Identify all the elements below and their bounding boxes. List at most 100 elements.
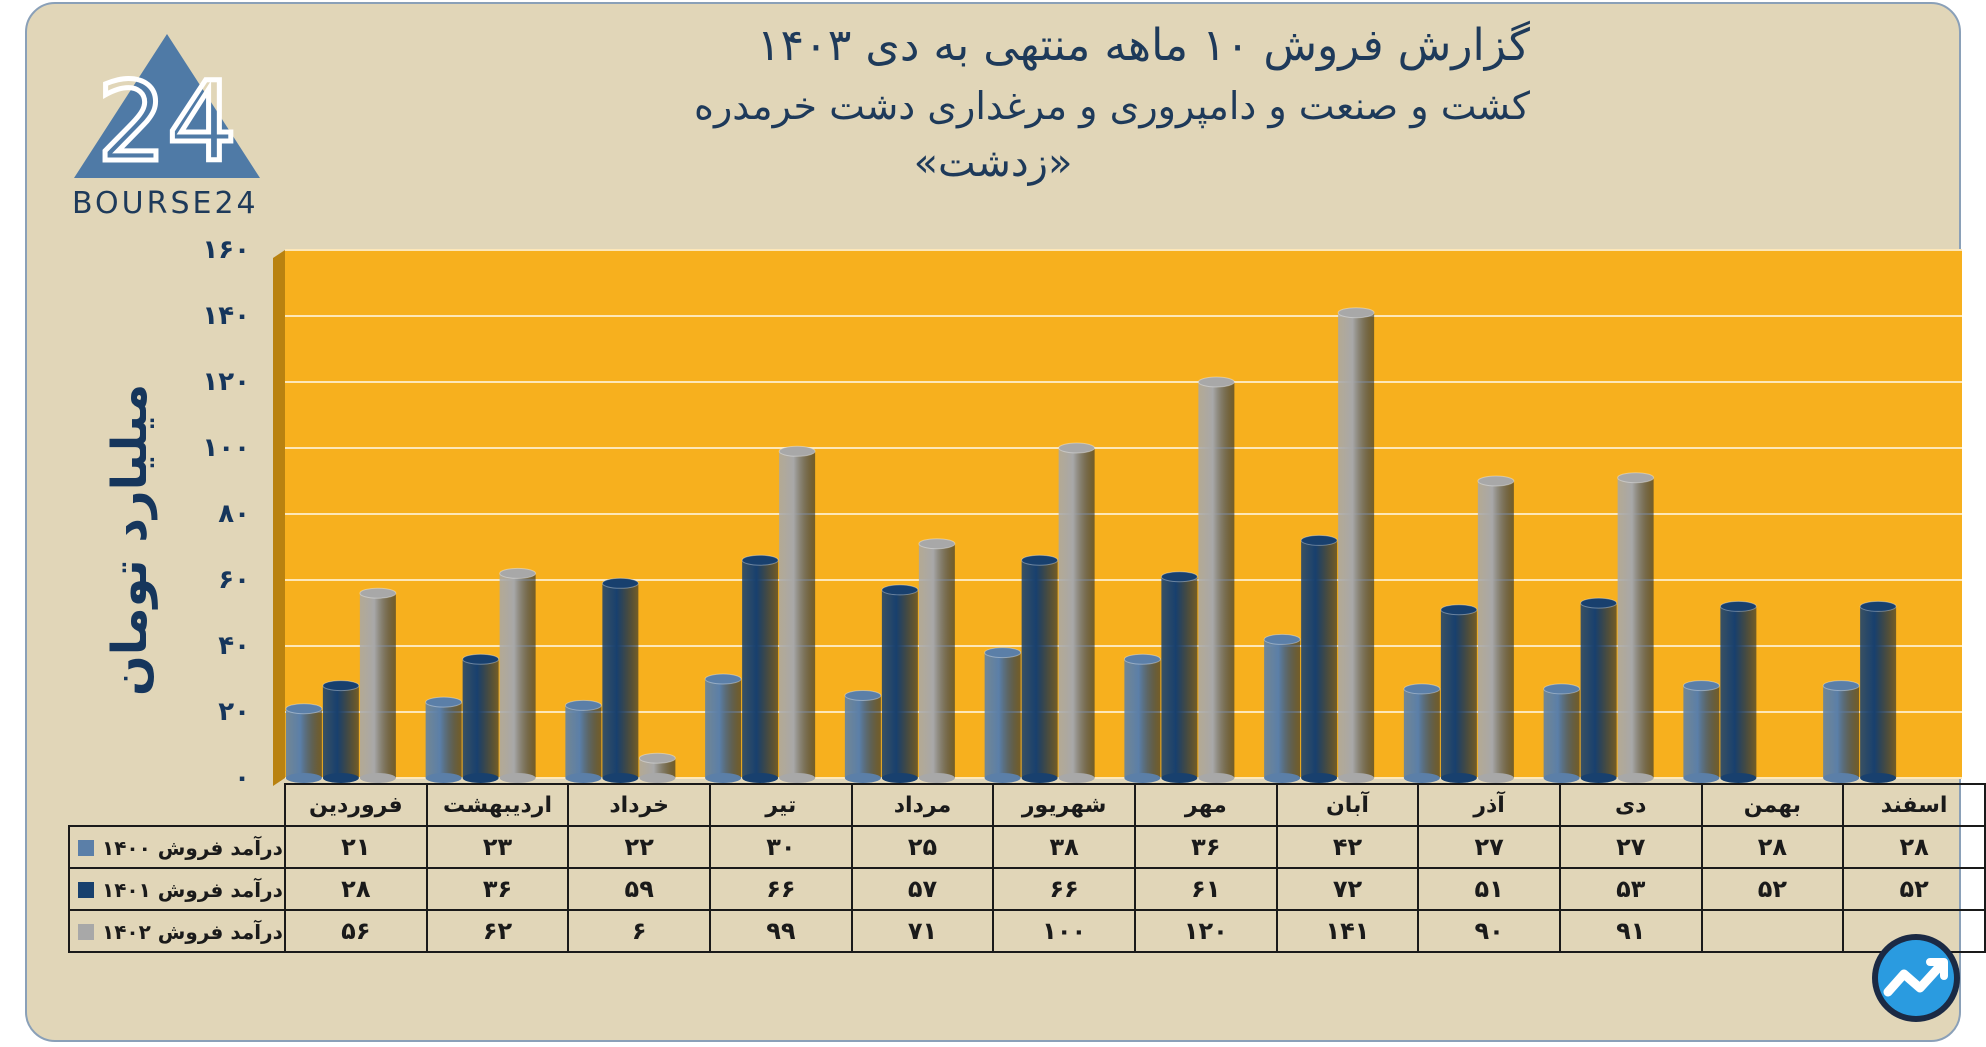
bar xyxy=(1440,604,1478,783)
y-tick-label: ۶۰ xyxy=(218,565,250,595)
legend-entry: درآمد فروش ۱۴۰۱ xyxy=(68,867,286,911)
trend-arrow-icon xyxy=(1872,934,1960,1022)
bar xyxy=(1021,554,1059,783)
data-label: ۲۷ xyxy=(1558,825,1703,869)
bar xyxy=(1477,475,1515,783)
bar xyxy=(881,584,919,783)
plot-side-wall xyxy=(273,250,285,786)
data-label: ۲۲ xyxy=(567,825,712,869)
bar xyxy=(425,696,463,783)
data-label: ۲۳ xyxy=(425,825,570,869)
data-label: ۲۱ xyxy=(283,825,428,869)
data-label: ۷۲ xyxy=(1275,867,1420,911)
data-label: ۳۶ xyxy=(425,867,570,911)
data-label: ۶۶ xyxy=(709,867,853,911)
bar xyxy=(1197,376,1235,783)
bar xyxy=(704,673,742,783)
y-tick-label: ۲۰ xyxy=(218,697,250,727)
bar xyxy=(322,680,360,783)
table-row: درآمد فروش ۱۴۰۰ ۲۱ ۲۳ ۲۲ ۳۰ ۲۵ ۳۸ ۳۶ ۴۲ ۲۷ ۲۷ ۲۸ ۲۸ xyxy=(68,825,1986,869)
ticker-symbol: «زدشت» xyxy=(913,140,1073,186)
data-label: ۶ xyxy=(567,909,712,953)
bar xyxy=(1337,307,1375,783)
bar xyxy=(1719,600,1757,783)
data-label: ۲۸ xyxy=(1842,825,1986,869)
bourse24-logo-icon: 24 xyxy=(74,34,260,182)
bar xyxy=(285,703,323,783)
data-label: ۵۲ xyxy=(1700,867,1845,911)
data-label: ۹۹ xyxy=(709,909,853,953)
bar xyxy=(1263,633,1301,783)
table-corner xyxy=(69,784,285,826)
logo-number: 24 xyxy=(97,58,237,182)
x-tick-label: آبان xyxy=(1275,783,1420,827)
bar xyxy=(1859,600,1897,783)
data-label: ۲۸ xyxy=(283,867,428,911)
legend-label: درآمد فروش ۱۴۰۰ xyxy=(102,835,283,860)
data-label: ۵۱ xyxy=(1417,867,1561,911)
legend-entry: درآمد فروش ۱۴۰۰ xyxy=(68,825,286,869)
data-label: ۵۷ xyxy=(850,867,995,911)
bar xyxy=(1580,597,1618,783)
data-label: ۱۲۰ xyxy=(1134,909,1278,953)
x-tick-label: تیر xyxy=(709,783,853,827)
x-tick-label: بهمن xyxy=(1700,783,1845,827)
data-label: ۱۴۱ xyxy=(1275,909,1420,953)
y-tick-label: ۱۶۰ xyxy=(202,235,250,265)
data-label: ۴۲ xyxy=(1275,825,1420,869)
legend-swatch xyxy=(78,881,94,898)
x-tick-label: آذر xyxy=(1417,783,1561,827)
bar xyxy=(844,690,882,783)
bar xyxy=(638,752,676,783)
bar-chart xyxy=(273,249,1962,786)
bar xyxy=(499,567,537,783)
legend-entry: درآمد فروش ۱۴۰۲ xyxy=(68,909,286,953)
data-label: ۵۹ xyxy=(567,867,712,911)
bar xyxy=(1300,534,1338,783)
data-label: ۹۱ xyxy=(1558,909,1703,953)
x-tick-label: شهریور xyxy=(992,783,1136,827)
data-label: ۷۱ xyxy=(850,909,995,953)
bar xyxy=(462,653,500,783)
table-row: درآمد فروش ۱۴۰۱ ۲۸ ۳۶ ۵۹ ۶۶ ۵۷ ۶۶ ۶۱ ۷۲ ۵۱ ۵۳ ۵۲ ۵۲ xyxy=(68,867,1986,911)
bar xyxy=(1617,472,1655,783)
bar xyxy=(778,445,816,783)
data-label: ۲۵ xyxy=(850,825,995,869)
x-tick-label: فروردین xyxy=(283,783,428,827)
legend-label: درآمد فروش ۱۴۰۲ xyxy=(102,919,283,944)
data-label: ۶۲ xyxy=(425,909,570,953)
bar xyxy=(1403,683,1441,783)
legend-swatch xyxy=(78,923,94,940)
data-label: ۳۶ xyxy=(1134,825,1278,869)
y-tick-label: ۸۰ xyxy=(218,499,250,529)
x-tick-label: خرداد xyxy=(567,783,712,827)
y-tick-label: ۱۰۰ xyxy=(202,433,250,463)
y-tick-label: ۰ xyxy=(234,763,250,793)
x-tick-label: مرداد xyxy=(850,783,995,827)
data-label: ۲۸ xyxy=(1700,825,1845,869)
x-tick-label: دی xyxy=(1558,783,1703,827)
table-row: درآمد فروش ۱۴۰۲ ۵۶ ۶۲ ۶ ۹۹ ۷۱ ۱۰۰ ۱۲۰ ۱۴۱ ۹۰ ۹۱ xyxy=(68,909,1986,953)
data-label: ۶۶ xyxy=(992,867,1136,911)
bar xyxy=(564,699,602,783)
data-label xyxy=(1700,909,1845,953)
bar xyxy=(1058,442,1096,783)
data-table: فروردین اردیبهشت خرداد تیر مرداد شهریور مهر آبا… xyxy=(68,783,1986,953)
logo-text: BOURSE24 xyxy=(72,186,259,221)
report-title: گزارش فروش ۱۰ ماهه منتهی به دی ۱۴۰۳ xyxy=(756,20,1530,71)
data-label: ۶۱ xyxy=(1134,867,1278,911)
bar xyxy=(359,587,397,783)
y-tick-label: ۱۲۰ xyxy=(202,367,250,397)
bar xyxy=(1123,653,1161,783)
x-tick-label: مهر xyxy=(1134,783,1278,827)
data-label: ۵۲ xyxy=(1842,867,1986,911)
legend-label: درآمد فروش ۱۴۰۱ xyxy=(102,877,283,902)
bar xyxy=(741,554,779,783)
data-label: ۲۷ xyxy=(1417,825,1561,869)
data-label: ۵۳ xyxy=(1558,867,1703,911)
bar xyxy=(1160,571,1198,783)
y-tick-label: ۱۴۰ xyxy=(202,301,250,331)
data-label: ۹۰ xyxy=(1417,909,1561,953)
bar xyxy=(918,538,956,783)
y-tick-label: ۴۰ xyxy=(218,631,250,661)
